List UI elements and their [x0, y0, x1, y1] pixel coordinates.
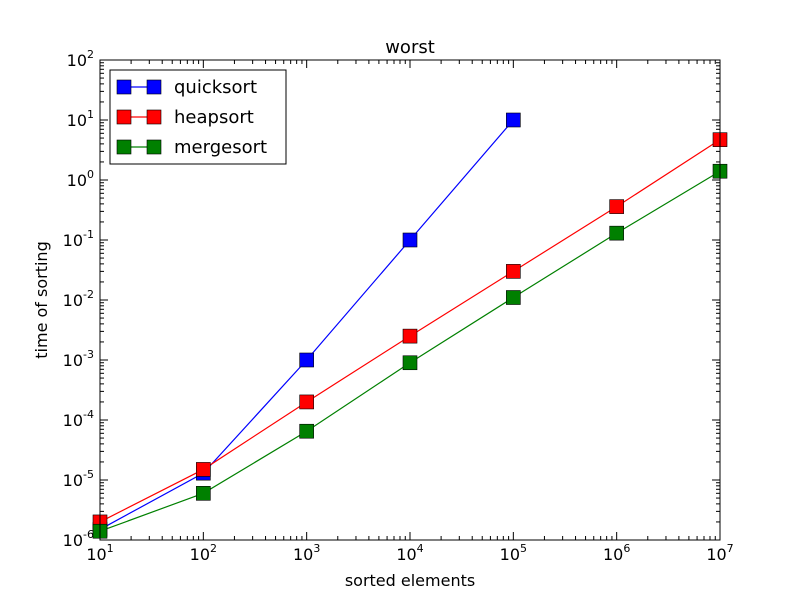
series-line-quicksort [99, 119, 514, 530]
chart-title: worst [385, 37, 435, 58]
data-point-heapsort [196, 462, 211, 477]
data-point-heapsort [402, 328, 418, 344]
x-axis-title: sorted elements [345, 571, 475, 590]
y-tick-label: 102 [67, 48, 94, 70]
legend-marker-heapsort [116, 109, 132, 125]
legend-marker-mergesort [146, 139, 162, 155]
axis-tick-labels: 101 102 103 104 105 106 107 10-6 10-5 10-4 10-3 10-… [63, 48, 734, 564]
x-tick-label: 103 [293, 542, 320, 564]
plot-frame [99, 59, 721, 541]
y-tick-label: 101 [67, 108, 94, 130]
y-tick-label: 10-4 [63, 408, 94, 430]
series-quicksort [92, 112, 521, 537]
data-point-mergesort [196, 486, 211, 501]
y-tick-label: 10-1 [63, 228, 94, 250]
x-tick-label: 104 [396, 542, 423, 564]
y-tick-label: 100 [67, 168, 94, 190]
legend-marker-mergesort [116, 139, 132, 155]
series-line-mergesort [99, 170, 721, 532]
x-tick-label: 106 [603, 542, 630, 564]
y-axis-title: time of sorting [32, 241, 51, 358]
data-point-mergesort [299, 423, 314, 439]
series-mergesort [92, 163, 728, 539]
data-point-heapsort [609, 199, 624, 214]
legend-marker-quicksort [146, 79, 162, 95]
data-point-heapsort [299, 394, 314, 410]
legend-marker-quicksort [116, 79, 132, 95]
y-tick-label: 10-5 [63, 468, 94, 490]
series-heapsort [92, 132, 728, 530]
data-point-quicksort [299, 352, 314, 368]
legend-label-heapsort: heapsort [174, 107, 254, 128]
data-point-mergesort [506, 290, 521, 305]
legend-marker-heapsort [146, 109, 162, 125]
legend: quicksort heapsort mergesort [109, 69, 287, 165]
data-point-quicksort [402, 232, 418, 248]
legend-label-quicksort: quicksort [174, 77, 257, 98]
y-tick-label: 10-2 [63, 288, 94, 310]
x-tick-label: 102 [190, 542, 217, 564]
axis-ticks [99, 59, 721, 541]
data-point-mergesort [402, 355, 418, 371]
y-tick-label: 10-6 [63, 528, 94, 550]
data-point-heapsort [506, 264, 521, 279]
data-point-mergesort [609, 225, 624, 241]
data-point-quicksort [506, 112, 521, 128]
x-tick-label: 105 [500, 542, 527, 564]
x-tick-label: 107 [706, 542, 733, 564]
legend-label-mergesort: mergesort [174, 137, 267, 158]
series-group [92, 112, 728, 539]
x-tick-label: 101 [86, 542, 113, 564]
y-tick-label: 10-3 [63, 348, 94, 370]
